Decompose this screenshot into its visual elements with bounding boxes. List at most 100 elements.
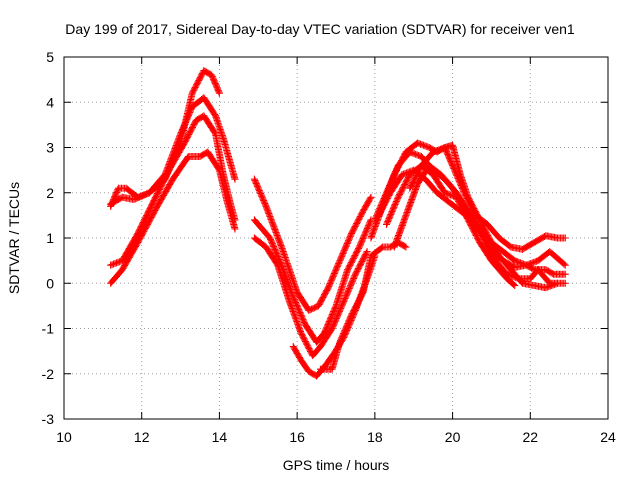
x-tick-label: 10 bbox=[56, 429, 72, 445]
data-point bbox=[261, 201, 269, 209]
data-point bbox=[173, 139, 181, 147]
y-tick-label: -1 bbox=[42, 321, 55, 337]
data-point bbox=[531, 258, 539, 266]
data-point bbox=[215, 88, 223, 96]
data-point bbox=[367, 193, 375, 201]
data-point bbox=[401, 242, 409, 250]
data-point bbox=[115, 258, 123, 266]
series-track-6 bbox=[250, 216, 375, 346]
data-point bbox=[419, 141, 427, 149]
data-point bbox=[543, 283, 551, 291]
data-point bbox=[363, 248, 371, 256]
data-point bbox=[172, 142, 180, 150]
data-point bbox=[175, 133, 183, 141]
data-point bbox=[561, 279, 569, 287]
data-point bbox=[174, 137, 182, 145]
x-tick-label: 16 bbox=[289, 429, 305, 445]
data-point bbox=[110, 260, 118, 268]
data-point bbox=[545, 283, 553, 291]
data-point bbox=[366, 217, 374, 225]
data-point bbox=[415, 140, 423, 148]
y-axis-label: SDTVAR / TECUs bbox=[6, 182, 22, 294]
data-point bbox=[269, 221, 277, 229]
data-point bbox=[553, 279, 561, 287]
series-track-5 bbox=[250, 175, 375, 314]
data-point bbox=[170, 146, 178, 154]
data-point bbox=[401, 170, 409, 178]
y-tick-label: 4 bbox=[46, 94, 54, 110]
data-point bbox=[410, 150, 418, 158]
series-track-7 bbox=[250, 234, 371, 360]
data-point bbox=[271, 226, 279, 234]
data-point bbox=[438, 145, 446, 153]
data-point bbox=[447, 191, 455, 199]
data-point bbox=[268, 218, 276, 226]
data-point bbox=[174, 136, 182, 144]
data-point bbox=[435, 146, 443, 154]
data-point bbox=[263, 204, 271, 212]
data-point bbox=[413, 151, 421, 159]
data-point bbox=[215, 89, 223, 97]
data-point bbox=[510, 281, 518, 289]
data-point bbox=[406, 148, 414, 156]
y-tick-label: 1 bbox=[46, 230, 54, 246]
data-point bbox=[542, 284, 550, 292]
x-axis-label: GPS time / hours bbox=[283, 457, 390, 473]
data-point bbox=[415, 151, 423, 159]
data-point bbox=[265, 211, 273, 219]
data-point bbox=[441, 189, 449, 197]
data-point bbox=[273, 230, 281, 238]
y-tick-label: 3 bbox=[46, 140, 54, 156]
data-point bbox=[270, 223, 278, 231]
data-point bbox=[262, 202, 270, 210]
data-points bbox=[107, 67, 569, 380]
data-point bbox=[560, 260, 568, 268]
data-point bbox=[231, 175, 239, 183]
grid-lines bbox=[64, 57, 608, 419]
data-point bbox=[412, 150, 420, 158]
data-point bbox=[271, 227, 279, 235]
data-point bbox=[431, 147, 439, 155]
data-point bbox=[362, 249, 370, 257]
data-point bbox=[268, 217, 276, 225]
data-point bbox=[442, 189, 450, 197]
data-point bbox=[445, 190, 453, 198]
data-point bbox=[366, 195, 374, 203]
data-point bbox=[171, 144, 179, 152]
data-point bbox=[511, 257, 519, 265]
data-point bbox=[444, 190, 452, 198]
x-tick-label: 12 bbox=[134, 429, 150, 445]
data-point bbox=[407, 149, 415, 157]
data-point bbox=[421, 142, 429, 150]
data-point bbox=[528, 259, 536, 267]
x-tick-label: 20 bbox=[445, 429, 461, 445]
data-point bbox=[275, 237, 283, 245]
data-point bbox=[418, 141, 426, 149]
y-tick-labels: -3 -2 -1 0 1 2 3 4 5 bbox=[42, 49, 55, 427]
data-point bbox=[422, 142, 430, 150]
data-point bbox=[264, 208, 272, 216]
data-point bbox=[511, 282, 519, 290]
data-point bbox=[517, 259, 525, 267]
data-point bbox=[266, 214, 274, 222]
data-point bbox=[434, 146, 442, 154]
data-point bbox=[266, 213, 274, 221]
data-point bbox=[264, 207, 272, 215]
data-point bbox=[263, 205, 271, 213]
data-point bbox=[172, 143, 180, 151]
data-point bbox=[111, 259, 119, 267]
series-track-9 bbox=[316, 239, 410, 373]
data-point bbox=[265, 210, 273, 218]
data-point bbox=[114, 258, 122, 266]
data-point bbox=[276, 240, 284, 248]
data-point bbox=[108, 261, 116, 269]
x-tick-label: 14 bbox=[212, 429, 228, 445]
x-tick-label: 22 bbox=[522, 429, 538, 445]
data-point bbox=[561, 261, 569, 269]
data-point bbox=[515, 258, 523, 266]
data-point bbox=[518, 259, 526, 267]
y-tick-label: 5 bbox=[46, 49, 54, 65]
data-point bbox=[402, 243, 410, 251]
data-point bbox=[414, 139, 422, 147]
